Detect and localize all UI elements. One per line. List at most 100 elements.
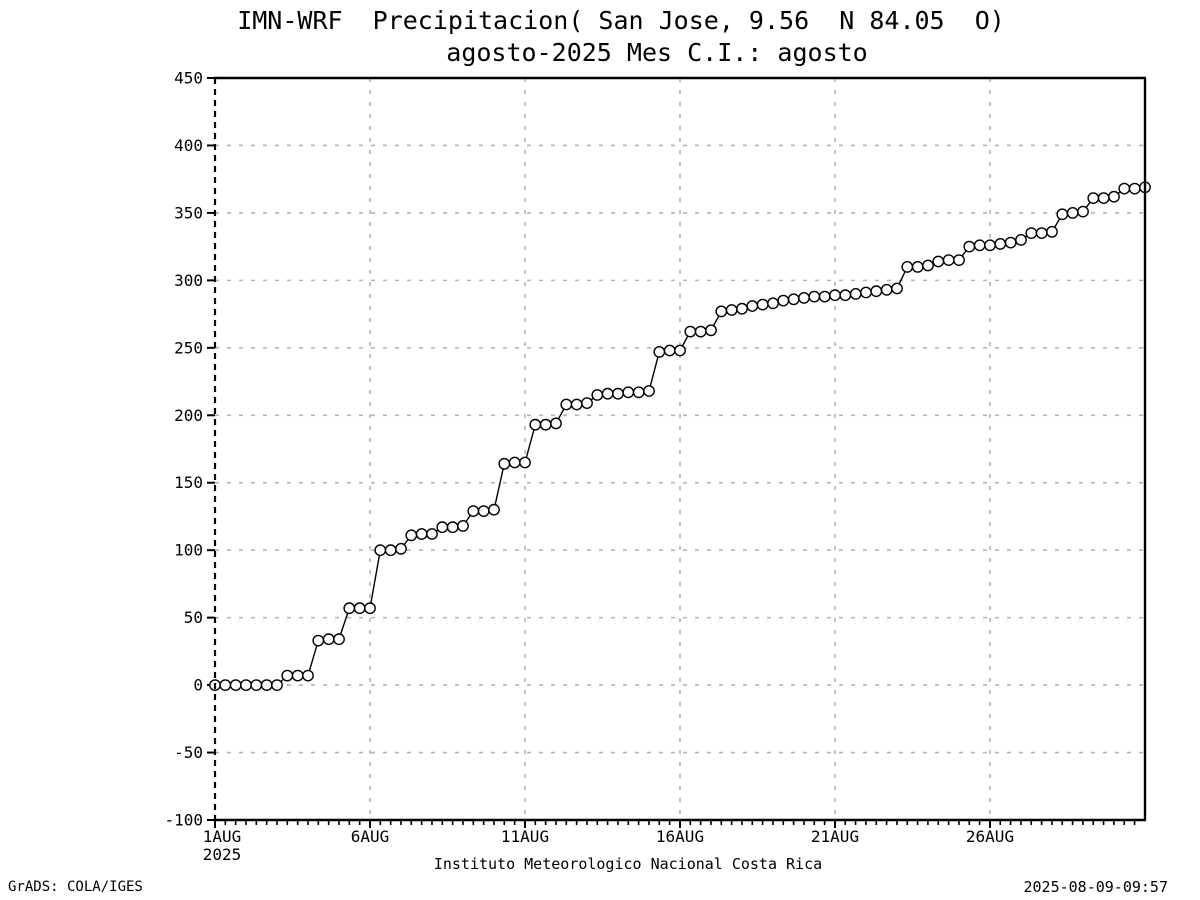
data-point-marker xyxy=(911,260,924,273)
data-point-marker xyxy=(1025,227,1038,240)
data-point-marker xyxy=(632,386,645,399)
data-point-marker xyxy=(601,387,614,400)
data-point-marker xyxy=(849,287,862,300)
data-point-marker xyxy=(808,290,821,303)
x-tick-label: 26AUG xyxy=(966,827,1014,846)
data-point-marker xyxy=(787,293,800,306)
data-point-marker xyxy=(281,669,294,682)
data-point-marker xyxy=(570,398,583,411)
data-point-marker xyxy=(922,259,934,272)
x-tick-label: 1AUG xyxy=(203,827,242,846)
data-point-marker xyxy=(736,302,748,315)
data-point-marker xyxy=(271,679,283,691)
data-point-marker xyxy=(508,456,521,469)
data-point-marker xyxy=(880,283,893,296)
data-point-marker xyxy=(756,298,769,311)
data-point-marker xyxy=(539,418,552,431)
data-point-marker xyxy=(870,285,883,298)
data-point-marker xyxy=(364,602,376,615)
grads-credit: GrADS: COLA/IGES xyxy=(8,879,143,895)
x-tick-label: 6AUG xyxy=(351,827,390,846)
data-point-marker xyxy=(446,521,459,534)
data-point-marker xyxy=(818,290,831,303)
data-point-marker xyxy=(415,528,428,540)
data-point-marker xyxy=(333,633,345,646)
data-point-marker xyxy=(798,291,810,304)
data-point-marker xyxy=(705,324,717,337)
data-point-marker xyxy=(291,669,304,682)
data-point-marker xyxy=(622,386,635,399)
y-tick-label: -50 xyxy=(174,743,203,762)
y-tick-label: 0 xyxy=(193,676,203,695)
data-point-marker xyxy=(1066,206,1079,219)
y-tick-label: 100 xyxy=(174,541,203,560)
data-point-marker xyxy=(932,255,945,268)
data-point-marker xyxy=(581,397,593,409)
data-point-marker xyxy=(839,289,852,302)
data-point-marker xyxy=(529,418,542,431)
data-point-marker xyxy=(488,503,500,516)
data-point-marker xyxy=(684,325,697,338)
data-point-marker xyxy=(942,254,955,267)
data-point-marker xyxy=(777,294,790,307)
data-point-marker xyxy=(1046,225,1058,238)
data-point-marker xyxy=(560,398,573,411)
data-point-marker xyxy=(477,505,490,517)
data-point-marker xyxy=(229,679,242,691)
data-point-marker xyxy=(653,345,666,358)
data-point-marker xyxy=(891,282,903,295)
data-point-marker xyxy=(591,389,604,401)
data-point-marker xyxy=(374,544,387,557)
data-point-marker xyxy=(1077,205,1089,218)
y-tick-label: 300 xyxy=(174,271,203,290)
data-point-marker xyxy=(963,240,976,253)
data-point-marker xyxy=(1015,233,1027,246)
data-point-marker xyxy=(1004,236,1017,249)
data-point-marker xyxy=(1056,208,1069,221)
data-point-marker xyxy=(240,679,252,691)
chart-title: IMN-WRF Precipitacion( San Jose, 9.56 N … xyxy=(237,6,1005,35)
data-point-marker xyxy=(1108,190,1120,203)
data-point-marker xyxy=(663,344,676,357)
y-tick-label: 250 xyxy=(174,338,203,357)
data-point-marker xyxy=(767,297,779,310)
y-tick-label: 150 xyxy=(174,473,203,492)
x-tick-label: 11AUG xyxy=(501,827,549,846)
data-point-marker xyxy=(612,387,624,400)
data-point-marker xyxy=(395,542,407,555)
data-point-marker xyxy=(694,325,707,338)
plot-timestamp: 2025-08-09-09:57 xyxy=(1023,878,1169,896)
data-point-marker xyxy=(860,286,872,299)
x-tick-label: 21AUG xyxy=(811,827,859,846)
data-point-marker xyxy=(302,669,314,682)
data-point-marker xyxy=(519,456,531,469)
data-point-marker xyxy=(994,237,1007,250)
data-point-marker xyxy=(725,304,738,316)
data-point-marker xyxy=(426,528,438,540)
data-point-marker xyxy=(219,679,232,691)
data-point-marker xyxy=(953,254,965,267)
data-point-marker xyxy=(436,521,449,534)
y-tick-label: 200 xyxy=(174,406,203,425)
chart-subtitle: agosto-2025 Mes C.I.: agosto xyxy=(446,38,868,67)
data-point-marker xyxy=(322,633,335,646)
data-point-marker xyxy=(674,344,686,357)
data-point-marker xyxy=(829,289,841,302)
data-point-marker xyxy=(384,544,397,557)
data-point-marker xyxy=(260,679,273,691)
data-point-marker xyxy=(1118,182,1131,195)
data-point-marker xyxy=(1035,227,1048,240)
data-point-marker xyxy=(715,305,728,318)
data-point-marker xyxy=(746,300,759,312)
x-axis-caption: Instituto Meteorologico Nacional Costa R… xyxy=(433,855,823,873)
data-point-marker xyxy=(312,634,325,647)
data-point-marker xyxy=(467,505,480,517)
data-point-marker xyxy=(984,239,996,252)
data-point-marker xyxy=(343,602,356,615)
x-axis-year-label: 2025 xyxy=(203,845,242,864)
data-point-marker xyxy=(353,602,366,615)
data-point-marker xyxy=(457,520,469,532)
data-point-marker xyxy=(1128,182,1141,195)
